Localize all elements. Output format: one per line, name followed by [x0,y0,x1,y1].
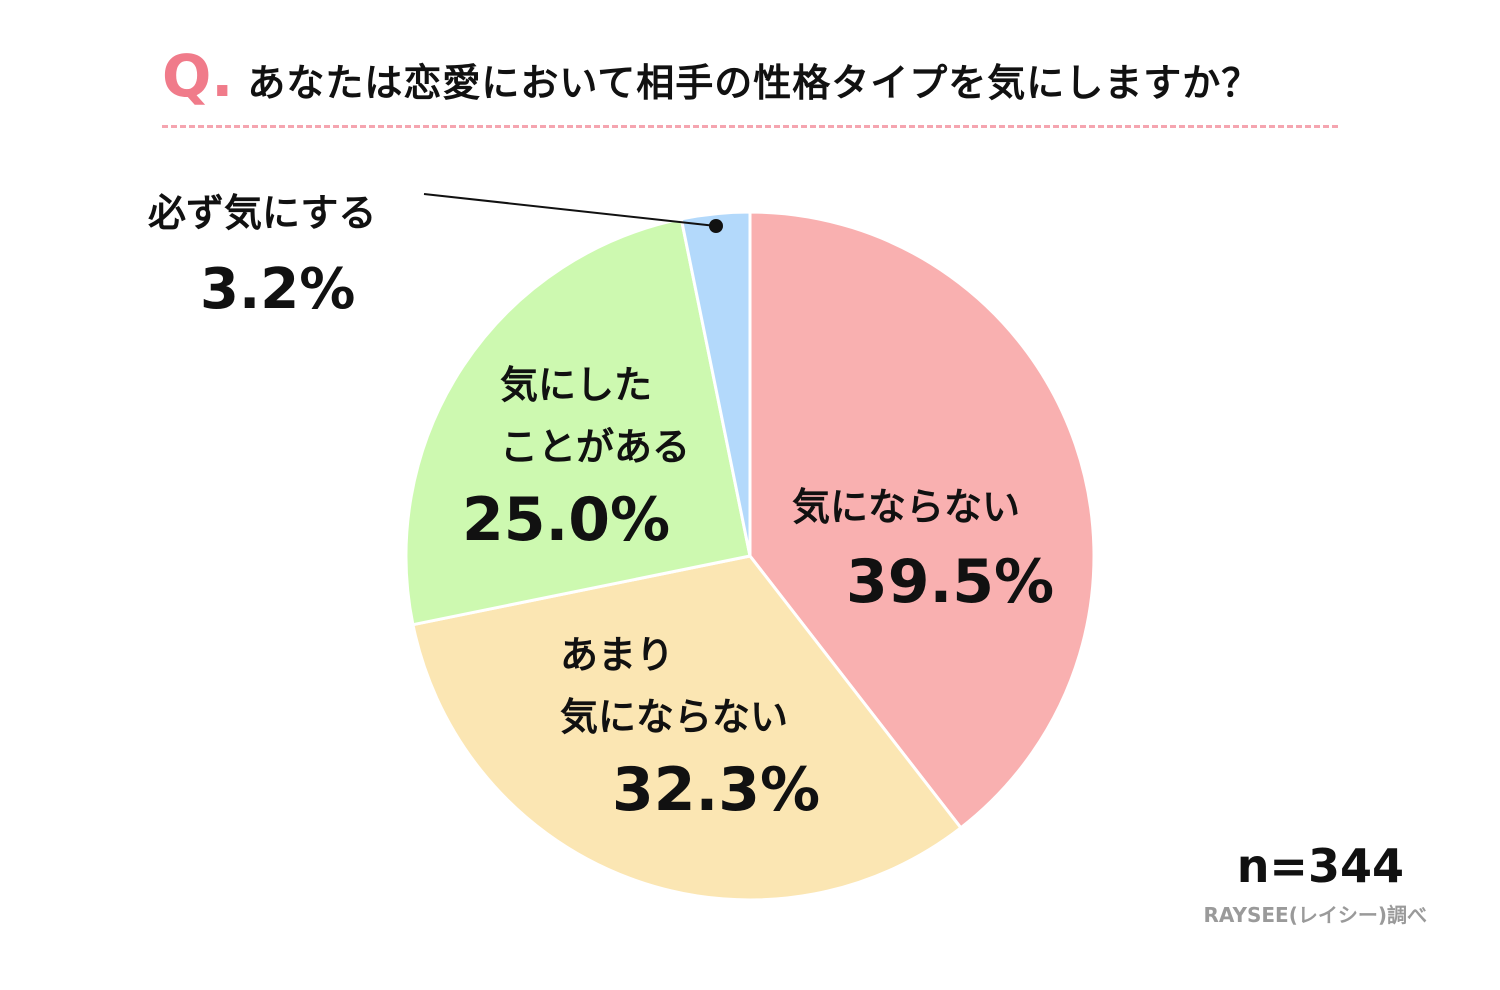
slice-label-rarely-care-line1: あまり [560,633,674,677]
pie-slices [404,210,1096,902]
slice-label-always-care: 必ず気にする [148,191,376,235]
slice-label-have-cared-line1: 気にした [500,363,652,407]
question-mark-label: Q. [162,42,234,110]
title-divider [162,125,1338,128]
callout-leader-line [423,193,717,227]
slice-value-rarely-care: 32.3% [612,755,820,825]
slice-value-always-care: 3.2% [200,257,355,322]
slice-value-not-care: 39.5% [846,547,1054,617]
pie-slice-rarely-care [411,554,963,902]
slice-label-not-care: 気にならない [792,485,1020,529]
slice-label-rarely-care-line2: 気にならない [560,695,788,739]
pie-slice-have-cared [404,217,752,627]
sample-size-label: n=344 [1236,839,1404,893]
callout-dot [709,219,723,233]
chart-title: あなたは恋愛において相手の性格タイプを気にしますか？ [247,61,1261,105]
pie-slice-not-care [748,210,1096,830]
pie-slice-always-care [679,210,752,558]
slice-label-have-cared-line2: ことがある [500,425,690,469]
slice-value-have-cared: 25.0% [462,485,670,555]
source-credit: RAYSEE(レイシー)調べ [1203,903,1427,927]
chart-header: Q. あなたは恋愛において相手の性格タイプを気にしますか？ [162,44,1342,114]
